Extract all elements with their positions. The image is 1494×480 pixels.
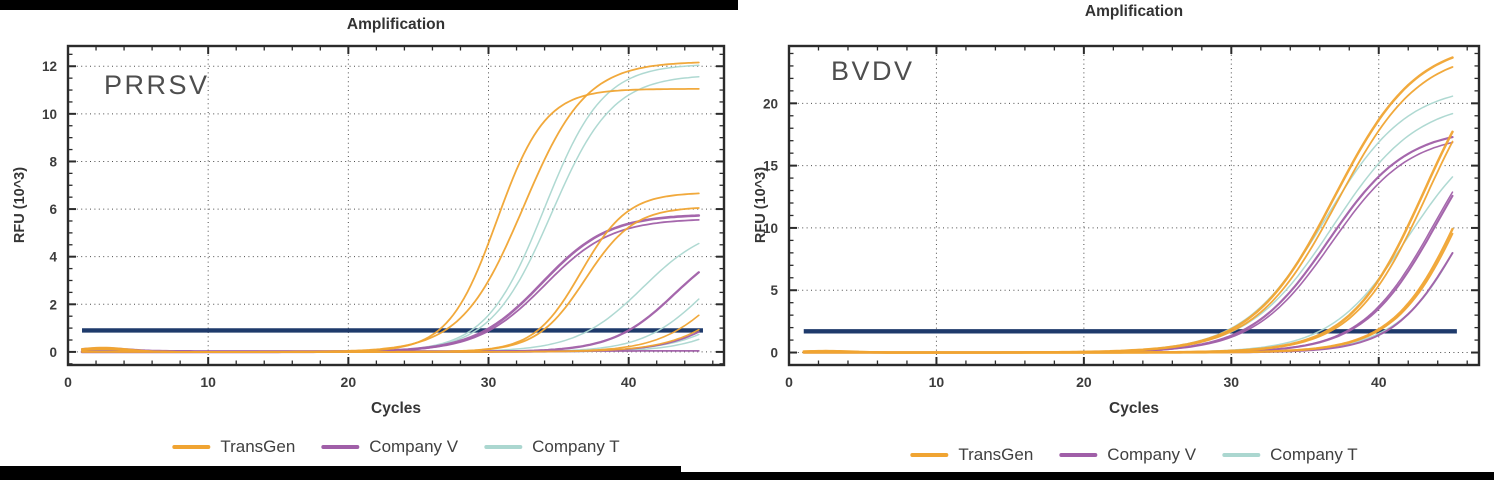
- svg-text:10: 10: [763, 221, 778, 236]
- prrsv-chart-panel: 0 10 20 30 40 0 2 4 6 8 10 12 Amplification PRRSV R…: [12, 16, 726, 457]
- legend-item-transgen: TransGen: [172, 437, 295, 457]
- legend-item-transgen: TransGen: [910, 445, 1033, 465]
- svg-text:2: 2: [49, 297, 57, 312]
- legend-label-company-t: Company T: [532, 437, 620, 456]
- legend-swatch-company-t: [1222, 453, 1261, 457]
- legend-label-company-v: Company V: [1107, 445, 1197, 464]
- bottom-right-black-crop-bar: [681, 472, 1494, 480]
- svg-text:10: 10: [200, 374, 216, 390]
- legend-swatch-company-v: [321, 445, 360, 449]
- legend-swatch-transgen: [910, 453, 949, 457]
- svg-text:0: 0: [64, 374, 72, 390]
- virus-label-bvdv: BVDV: [831, 56, 915, 86]
- legend: TransGen Company V Company T: [172, 437, 620, 457]
- legend-item-company-v: Company V: [1059, 445, 1196, 465]
- legend-swatch-company-t: [484, 445, 523, 449]
- bottom-left-black-crop-bar: [0, 466, 681, 480]
- svg-text:5: 5: [770, 283, 778, 298]
- legend-item-company-t: Company T: [1222, 445, 1358, 465]
- y-axis-label: RFU (10^3): [12, 166, 28, 244]
- svg-text:20: 20: [1076, 374, 1092, 390]
- svg-text:40: 40: [1371, 374, 1387, 390]
- prrsv-plot-canvas: 0 10 20 30 40 0 2 4 6 8 10 12: [42, 44, 726, 390]
- legend-label-company-t: Company T: [1270, 445, 1358, 464]
- bvdv-chart-panel: 0 10 20 30 40 0 5 10 15 20 Amplification BVDV RFU…: [747, 0, 1494, 480]
- legend-item-company-v: Company V: [321, 437, 458, 457]
- legend-item-company-t: Company T: [484, 437, 620, 457]
- virus-label-prrsv: PRRSV: [104, 70, 210, 100]
- svg-text:8: 8: [49, 154, 57, 169]
- legend-label-transgen: TransGen: [220, 437, 296, 456]
- svg-text:0: 0: [49, 345, 57, 360]
- svg-text:0: 0: [785, 374, 793, 390]
- svg-text:12: 12: [42, 59, 57, 74]
- x-axis-label: Cycles: [1109, 400, 1159, 417]
- legend-swatch-company-v: [1059, 453, 1098, 457]
- svg-text:15: 15: [763, 159, 779, 174]
- chart-title: Amplification: [1084, 3, 1184, 20]
- chart-title: Amplification: [346, 16, 446, 33]
- x-axis-label: Cycles: [371, 400, 421, 417]
- legend-label-company-v: Company V: [369, 437, 459, 456]
- svg-text:0: 0: [770, 346, 778, 361]
- y-axis-label: RFU (10^3): [753, 166, 769, 244]
- bvdv-plot-canvas: 0 10 20 30 40 0 5 10 15 20: [763, 44, 1481, 390]
- svg-text:4: 4: [49, 250, 57, 265]
- svg-text:30: 30: [481, 374, 497, 390]
- legend: TransGen Company V Company T: [910, 445, 1358, 465]
- svg-text:20: 20: [763, 96, 778, 111]
- svg-text:10: 10: [929, 374, 945, 390]
- top-black-crop-bar: [0, 0, 738, 10]
- legend-label-transgen: TransGen: [958, 445, 1034, 464]
- svg-text:40: 40: [621, 374, 637, 390]
- svg-text:20: 20: [341, 374, 357, 390]
- legend-swatch-transgen: [172, 445, 211, 449]
- svg-text:6: 6: [49, 202, 57, 217]
- svg-text:10: 10: [42, 107, 57, 122]
- svg-text:30: 30: [1224, 374, 1240, 390]
